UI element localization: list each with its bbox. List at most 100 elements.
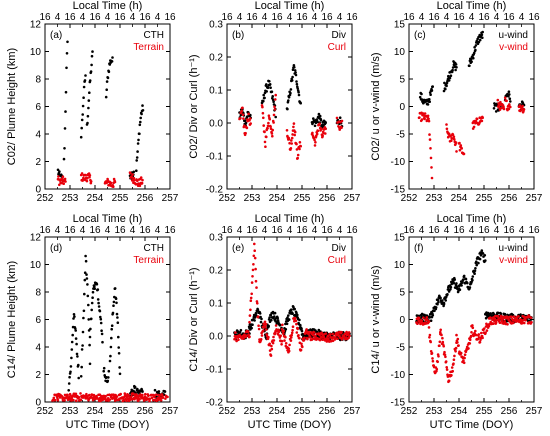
- data-point: [267, 335, 270, 339]
- data-point: [462, 361, 466, 365]
- data-point: [254, 279, 258, 283]
- x-tick-label: 257: [526, 406, 543, 417]
- data-point: [272, 339, 276, 342]
- data-point: [108, 398, 112, 401]
- data-point: [243, 119, 247, 123]
- data-point: [137, 138, 140, 142]
- data-point: [263, 320, 267, 324]
- data-point: [316, 129, 320, 133]
- data-point: [506, 323, 509, 326]
- data-point: [107, 376, 110, 379]
- top-tick-label: 4: [80, 12, 86, 23]
- data-point: [292, 64, 296, 67]
- data-point: [140, 112, 143, 116]
- x-tick-label: 252: [37, 406, 54, 417]
- data-point: [446, 293, 449, 296]
- data-point: [159, 396, 163, 400]
- data-point: [139, 120, 142, 124]
- data-point: [510, 315, 513, 319]
- data-point: [489, 316, 492, 319]
- data-point: [298, 336, 301, 340]
- data-point: [480, 33, 484, 37]
- data-point: [83, 278, 87, 282]
- top-tick-label: 16: [403, 12, 415, 23]
- data-point: [294, 319, 298, 323]
- data-point: [298, 147, 301, 151]
- data-point: [115, 301, 118, 305]
- y-tick-label: 0.1: [209, 299, 223, 310]
- data-point: [340, 330, 343, 334]
- data-point: [274, 324, 278, 327]
- data-point: [457, 344, 460, 347]
- data-point: [141, 390, 144, 393]
- data-point: [494, 321, 498, 324]
- data-point: [66, 40, 69, 44]
- y-tick-label: 8: [35, 75, 41, 86]
- data-point: [460, 147, 464, 150]
- data-point: [91, 296, 94, 300]
- top-tick-label: 4: [337, 12, 343, 23]
- data-point: [512, 321, 515, 325]
- data-point: [423, 112, 427, 115]
- top-tick-label: 16: [39, 12, 51, 23]
- data-point: [456, 341, 459, 344]
- data-point: [70, 356, 73, 360]
- data-point: [69, 365, 73, 368]
- data-point: [135, 169, 138, 172]
- data-point: [69, 370, 72, 374]
- data-point: [115, 312, 119, 316]
- legend-entry: Curl: [328, 255, 346, 266]
- data-point: [86, 283, 89, 286]
- data-point: [240, 109, 243, 113]
- data-point: [98, 309, 102, 313]
- top-tick-label: 4: [444, 225, 450, 236]
- data-point: [475, 263, 479, 267]
- data-point: [80, 118, 84, 122]
- data-point: [312, 331, 316, 334]
- data-point: [104, 394, 107, 398]
- legend-entry: v-wind: [499, 42, 528, 53]
- data-point: [322, 335, 326, 339]
- data-point: [293, 316, 297, 320]
- data-point: [153, 395, 156, 399]
- data-point: [77, 395, 81, 399]
- data-point: [253, 319, 256, 322]
- data-point: [500, 319, 504, 323]
- top-tick-label: 4: [130, 12, 136, 23]
- data-point: [252, 254, 256, 258]
- data-point: [289, 147, 293, 150]
- legend-entry: CTH: [143, 30, 164, 41]
- data-point: [249, 299, 253, 303]
- data-point: [268, 83, 272, 86]
- data-point: [462, 152, 466, 156]
- data-point: [458, 148, 462, 152]
- data-point: [88, 174, 92, 177]
- data-point: [441, 299, 444, 302]
- data-point: [150, 396, 154, 400]
- top-tick-label: 4: [312, 225, 318, 236]
- data-point: [452, 362, 455, 366]
- data-point: [141, 104, 144, 107]
- data-point: [80, 348, 84, 351]
- y-axis-label: C02/ u or v-wind (m/s): [370, 52, 382, 160]
- top-tick-label: 4: [155, 12, 161, 23]
- data-point: [443, 353, 447, 357]
- y-tick-label: 0: [35, 185, 41, 196]
- top-tick-label: 4: [469, 12, 475, 23]
- data-point: [284, 335, 287, 339]
- data-point: [88, 362, 92, 366]
- data-point: [292, 125, 295, 129]
- top-tick-label: 16: [89, 225, 101, 236]
- data-point: [435, 367, 439, 371]
- data-point: [439, 328, 443, 332]
- data-point: [485, 329, 489, 332]
- panel-label: (f): [414, 243, 423, 254]
- data-point: [299, 101, 303, 105]
- data-point: [450, 139, 453, 142]
- data-point: [445, 368, 449, 371]
- data-point: [471, 324, 474, 327]
- data-point: [483, 327, 486, 330]
- data-point: [298, 141, 302, 144]
- data-point: [97, 301, 100, 305]
- data-point: [493, 317, 497, 321]
